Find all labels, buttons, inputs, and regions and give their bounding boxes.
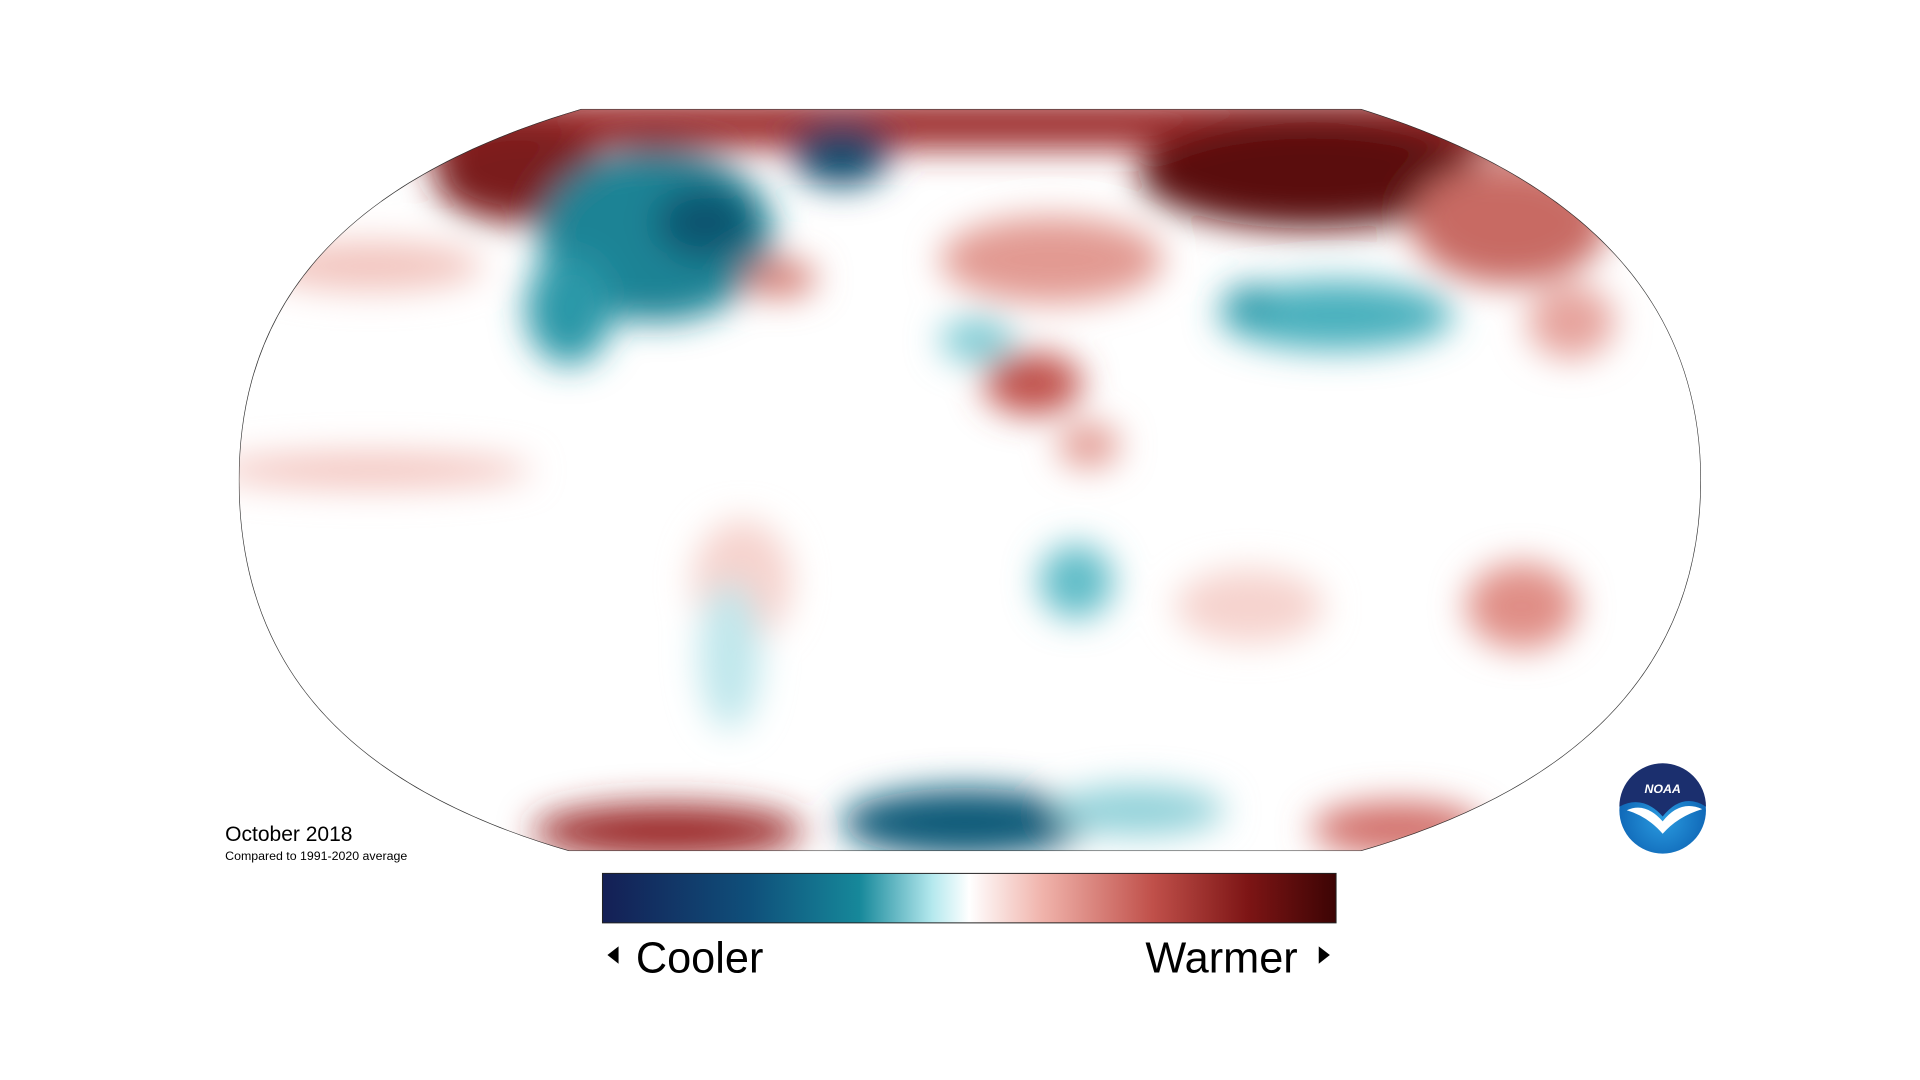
legend-low-label: Cooler xyxy=(636,934,764,982)
scaled-layer: October 2018 Compared to 1991-2020 avera… xyxy=(225,108,1706,982)
logo-text: NOAA xyxy=(1644,782,1680,796)
arrow-left xyxy=(607,946,619,964)
color-scale xyxy=(601,872,1337,924)
anomaly-map xyxy=(238,108,1702,852)
map-title: October 2018 xyxy=(225,823,352,846)
legend-high-label: Warmer xyxy=(1145,934,1297,982)
map-border xyxy=(238,108,1702,852)
arrow-right xyxy=(1318,946,1330,964)
map-subtitle: Compared to 1991-2020 average xyxy=(225,849,407,863)
noaa-logo: NOAA xyxy=(1619,763,1706,854)
